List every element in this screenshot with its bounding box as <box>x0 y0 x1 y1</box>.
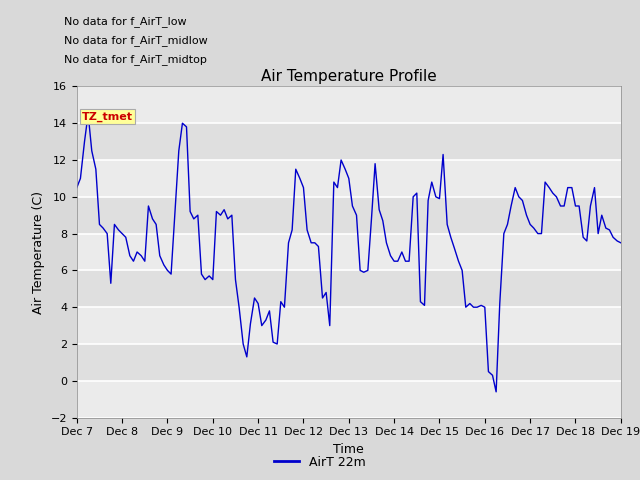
X-axis label: Time: Time <box>333 443 364 456</box>
Text: No data for f_AirT_midlow: No data for f_AirT_midlow <box>64 35 208 46</box>
Bar <box>77 307 621 344</box>
Bar <box>77 197 621 234</box>
Title: Air Temperature Profile: Air Temperature Profile <box>261 69 436 84</box>
Bar <box>77 270 621 307</box>
Bar <box>77 344 621 381</box>
Bar <box>77 160 621 197</box>
Legend: AirT 22m: AirT 22m <box>269 451 371 474</box>
Bar <box>77 234 621 270</box>
Text: No data for f_AirT_midtop: No data for f_AirT_midtop <box>64 54 207 65</box>
Bar <box>77 381 621 418</box>
Text: TZ_tmet: TZ_tmet <box>82 111 133 122</box>
Bar <box>77 123 621 160</box>
Text: No data for f_AirT_low: No data for f_AirT_low <box>64 16 187 27</box>
Bar <box>77 86 621 123</box>
Y-axis label: Air Temperature (C): Air Temperature (C) <box>32 191 45 313</box>
